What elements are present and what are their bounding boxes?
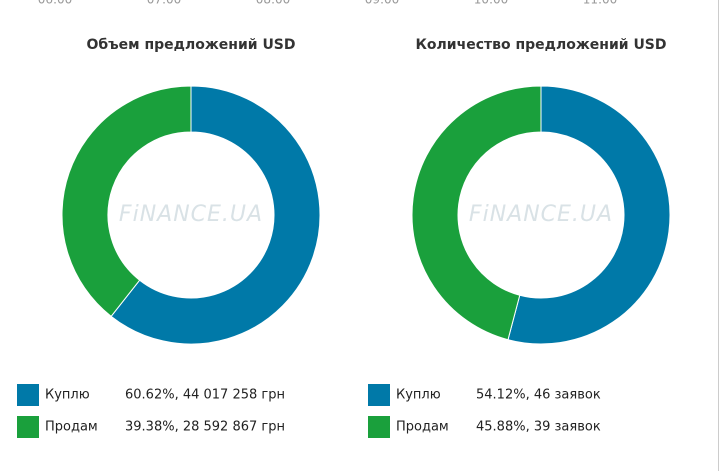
donut-slice (507, 85, 671, 345)
legend-value: 60.62%, 44 017 258 грн (125, 388, 285, 403)
legend-swatch (368, 416, 390, 438)
donut-slice (110, 85, 321, 345)
legend-swatch (17, 384, 39, 406)
x-tick-label: 08:00 (256, 0, 291, 7)
chart-title: Объем предложений USD (86, 37, 295, 53)
legend-label: Продам (396, 420, 449, 435)
donut-slice (61, 85, 192, 318)
donut-slice (411, 85, 542, 341)
x-tick-label: 09:00 (365, 0, 400, 7)
x-tick-label: 07:00 (147, 0, 182, 7)
x-tick-label: 06:00 (38, 0, 73, 7)
legend-label: Куплю (396, 388, 441, 403)
legend-value: 54.12%, 46 заявок (476, 388, 601, 403)
x-tick-label: 11:00 (583, 0, 618, 7)
legend-value: 39.38%, 28 592 867 грн (125, 420, 285, 435)
legend-swatch (17, 416, 39, 438)
watermark: FiNANCE.UA (119, 202, 263, 227)
legend-value: 45.88%, 39 заявок (476, 420, 601, 435)
x-tick-label: 10:00 (474, 0, 509, 7)
chart-title: Количество предложений USD (415, 37, 666, 53)
legend-label: Продам (45, 420, 98, 435)
legend-swatch (368, 384, 390, 406)
legend-label: Куплю (45, 388, 90, 403)
watermark: FiNANCE.UA (469, 202, 613, 227)
